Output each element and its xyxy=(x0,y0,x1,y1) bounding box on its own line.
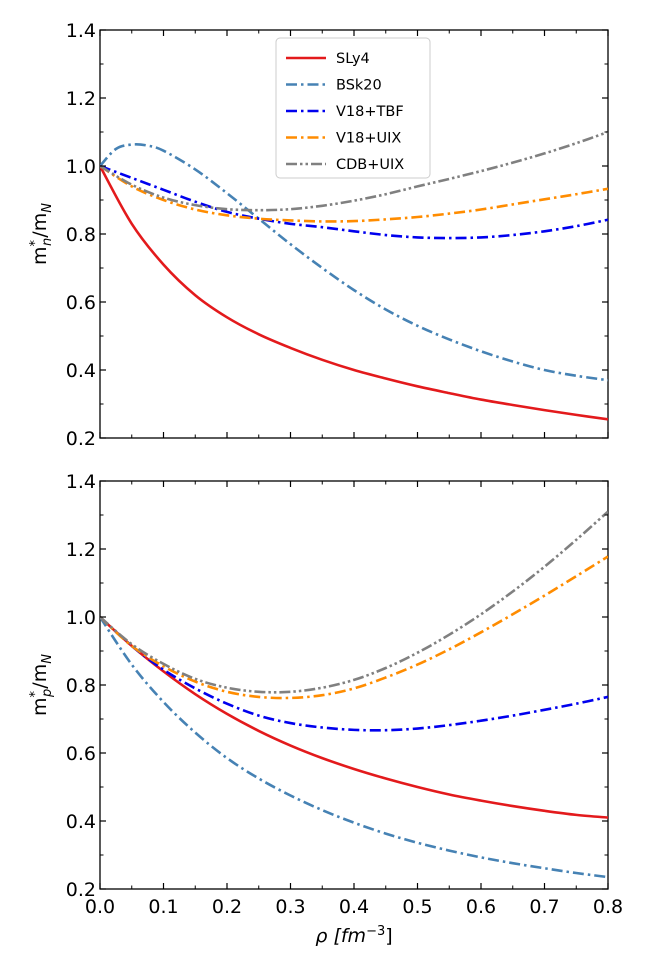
top-y-axis-label: m*n/mN xyxy=(28,203,55,265)
y-tick-label: 1.0 xyxy=(66,607,96,629)
top-tick-labels: 0.2 0.4 0.6 0.8 1.0 1.2 1.4 xyxy=(66,20,96,450)
y-tick-label: 1.4 xyxy=(66,471,96,493)
series-line-bsk20 xyxy=(100,143,608,382)
legend-label-cdb-uix: CDB+UIX xyxy=(336,157,404,173)
legend-label-bsk20: BSk20 xyxy=(336,78,382,94)
legend: SLy4 BSk20 V18+TBF V18+UIX CDB+UIX xyxy=(275,37,431,179)
series-line-v18-tbf xyxy=(100,164,608,240)
x-axis-label: ρ [fm−3] xyxy=(315,924,392,947)
series-line-sly4 xyxy=(100,165,608,421)
bottom-panel: 0.0 0.1 0.2 0.3 0.4 0.5 0.6 0.7 0.8 0.2 0.4 0.6 0.8 1… xyxy=(28,471,623,947)
y-tick-label: 0.4 xyxy=(66,360,96,382)
legend-label-v18-uix: V18+UIX xyxy=(336,131,401,147)
y-tick-label: 0.8 xyxy=(66,224,96,246)
x-tick-label: 0.0 xyxy=(85,896,115,918)
top-panel: 0.2 0.4 0.6 0.8 1.0 1.2 1.4 m*n/mN SLy4 BSk20 V1… xyxy=(28,20,609,450)
top-series-layer xyxy=(100,130,608,421)
y-tick-label: 1.2 xyxy=(66,88,96,110)
series-line-bsk20 xyxy=(100,616,608,879)
series-line-cdb-uix xyxy=(100,510,608,694)
y-tick-label: 1.2 xyxy=(66,539,96,561)
x-tick-label: 0.8 xyxy=(593,896,623,918)
bottom-y-axis-label: m*p/mN xyxy=(28,654,55,716)
bottom-series-layer xyxy=(100,510,608,879)
y-tick-label: 1.4 xyxy=(66,20,96,42)
x-tick-label: 0.2 xyxy=(212,896,242,918)
y-tick-label: 0.6 xyxy=(66,292,96,314)
bottom-tick-labels: 0.0 0.1 0.2 0.3 0.4 0.5 0.6 0.7 0.8 0.2 0.4 0.6 0.8 1… xyxy=(66,471,623,918)
legend-label-v18-tbf: V18+TBF xyxy=(336,104,404,120)
x-tick-label: 0.4 xyxy=(339,896,369,918)
y-tick-label: 0.4 xyxy=(66,811,96,833)
x-tick-label: 0.5 xyxy=(402,896,432,918)
y-tick-label: 1.0 xyxy=(66,156,96,178)
bottom-plot-frame xyxy=(99,480,609,890)
x-tick-label: 0.3 xyxy=(275,896,305,918)
top-ticks-layer xyxy=(99,29,609,439)
legend-frame xyxy=(275,37,431,179)
series-line-sly4 xyxy=(100,616,608,819)
x-tick-label: 0.1 xyxy=(148,896,178,918)
x-tick-label: 0.7 xyxy=(529,896,559,918)
bottom-ticks-layer xyxy=(99,480,609,890)
y-tick-label: 0.2 xyxy=(66,428,96,450)
legend-label-sly4: SLy4 xyxy=(336,51,370,67)
x-tick-label: 0.6 xyxy=(466,896,496,918)
y-tick-label: 0.2 xyxy=(66,879,96,901)
y-tick-label: 0.8 xyxy=(66,675,96,697)
series-line-v18-tbf xyxy=(100,616,608,732)
series-line-v18-uix xyxy=(100,164,608,223)
y-tick-label: 0.6 xyxy=(66,743,96,765)
